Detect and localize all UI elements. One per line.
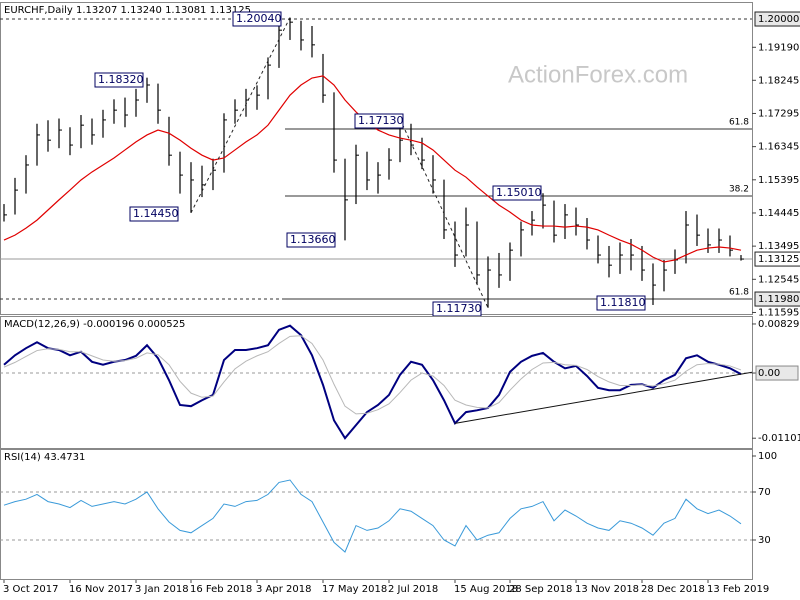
y-tick-label: 1.17295 [758, 108, 799, 119]
annotation-box [232, 11, 282, 27]
annotation: 1.20040 [236, 12, 282, 25]
trend-line [399, 119, 489, 308]
annotation: 1.14450 [133, 207, 179, 220]
x-tick-label: 13 Feb 2019 [707, 584, 769, 595]
y-tick-label: 100 [758, 451, 777, 462]
y-tick-label: 1.15395 [758, 175, 799, 186]
x-tick-label: 3 Jan 2018 [135, 584, 189, 595]
x-tick-label: 16 Feb 2018 [190, 584, 252, 595]
annotation: 1.11810 [600, 296, 646, 309]
x-tick-label: 17 May 2018 [322, 584, 387, 595]
fib-label: 61.8 [729, 288, 749, 298]
y-tick-label: 1.19190 [758, 42, 799, 53]
watermark: ActionForex.com [508, 61, 688, 88]
x-tick-label: 13 Nov 2018 [575, 584, 639, 595]
annotation-box [94, 72, 144, 88]
fib-label: 38.2 [729, 185, 749, 195]
annotation-box [492, 185, 542, 201]
fib-label: 61.8 [729, 117, 749, 127]
y-tick-label: 1.11595 [758, 307, 799, 318]
annotation: 1.17130 [358, 114, 404, 127]
x-tick-label: 3 Apr 2018 [256, 584, 311, 595]
indicator-line [3, 335, 742, 415]
pane-title: EURCHF,Daily 1.13207 1.13240 1.13081 1.1… [4, 5, 251, 16]
x-tick-label: 2 Jul 2018 [388, 584, 438, 595]
annotation: 1.13660 [290, 233, 336, 246]
y-tick-label: 1.18245 [758, 75, 799, 86]
value-box [754, 251, 800, 267]
indicator-line [3, 479, 742, 553]
annotation-box [129, 206, 179, 222]
y-tick-label: 1.14445 [758, 208, 799, 219]
annotation-box [596, 295, 646, 311]
y-tick-label: 0.00 [758, 368, 780, 379]
value-label: 1.20000 [758, 14, 799, 25]
annotation: 1.15010 [496, 186, 542, 199]
y-tick-label: 0.008292 [758, 319, 800, 330]
y-tick-label: 30 [758, 535, 771, 546]
annotation-box [354, 113, 404, 129]
trend-line [454, 371, 753, 424]
value-label: 1.13125 [758, 254, 799, 265]
pane-border [0, 316, 753, 449]
trend-line [190, 17, 291, 214]
annotation: 1.11730 [436, 302, 482, 315]
pane-border [0, 449, 753, 580]
pane-title: RSI(14) 43.4731 [4, 452, 85, 463]
y-tick-label: 1.13495 [758, 241, 799, 252]
annotation: 1.18320 [98, 73, 144, 86]
pane-title: MACD(12,26,9) -0.000196 0.000525 [4, 319, 185, 330]
y-tick-label: -0.011015 [758, 433, 800, 444]
indicator-line [3, 324, 742, 440]
y-tick-label: 70 [758, 487, 771, 498]
x-tick-label: 28 Dec 2018 [641, 584, 705, 595]
x-tick-label: 28 Sep 2018 [509, 584, 572, 595]
x-tick-label: 16 Nov 2017 [69, 584, 133, 595]
y-tick-label: 1.16345 [758, 142, 799, 153]
value-box [754, 291, 800, 307]
pane-border [0, 2, 753, 315]
annotation-box [286, 232, 336, 248]
x-tick-label: 15 Aug 2018 [454, 584, 518, 595]
y-tick-label: 1.12545 [758, 274, 799, 285]
value-box [755, 365, 799, 381]
value-label: 1.11980 [758, 294, 799, 305]
value-box [754, 11, 800, 27]
x-tick-label: 3 Oct 2017 [3, 584, 58, 595]
